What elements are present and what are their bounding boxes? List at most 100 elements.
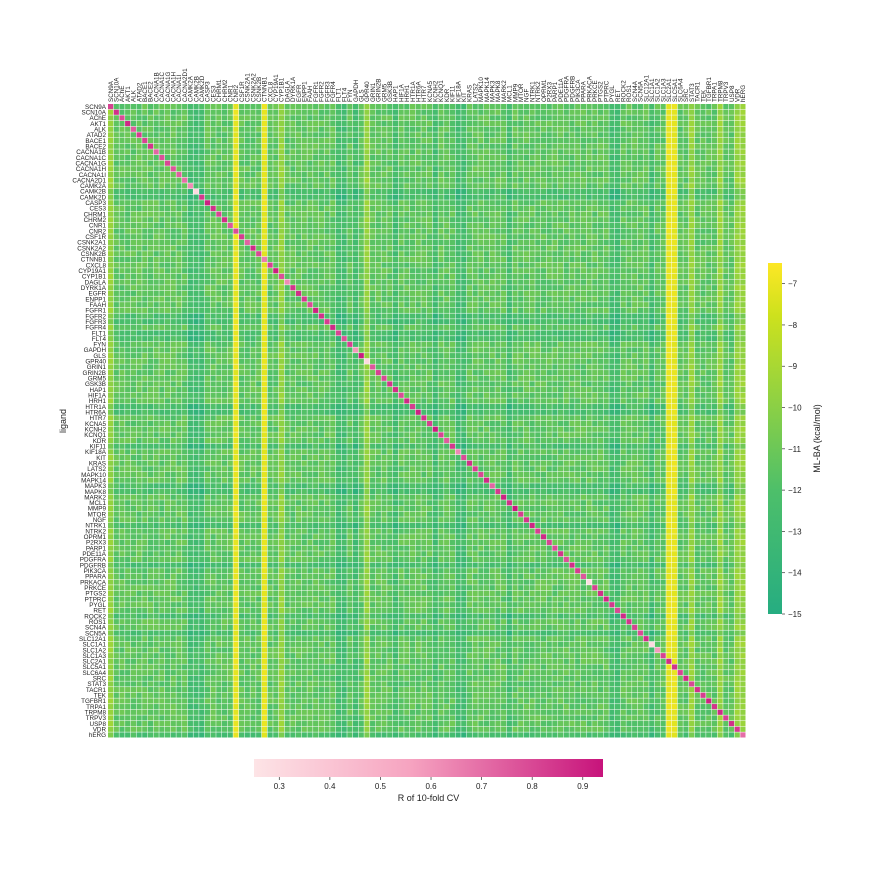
heat-cell: [558, 143, 564, 149]
heat-cell: [204, 268, 211, 274]
heat-cell: [558, 347, 564, 353]
heat-cell: [740, 132, 746, 138]
heat-cell: [529, 160, 535, 166]
heat-cell: [523, 120, 530, 127]
heat-cell: [108, 262, 114, 268]
heat-cell: [546, 228, 552, 234]
heat-cell: [290, 319, 296, 325]
heat-cell: [728, 341, 735, 347]
heat-cell: [558, 279, 564, 285]
heat-cell: [723, 154, 729, 161]
heat-cell: [404, 149, 410, 155]
heat-cell: [193, 251, 199, 257]
heat-cell: [689, 160, 695, 166]
heat-cell: [586, 211, 592, 217]
heat-cell: [125, 126, 131, 132]
heat-cell: [620, 251, 626, 257]
heat-cell: [472, 341, 478, 347]
heat-cell: [273, 222, 279, 229]
heat-cell: [455, 160, 461, 166]
heat-cell: [199, 341, 205, 347]
heat-cell: [358, 313, 364, 319]
heat-cell: [307, 330, 313, 336]
heat-cell: [364, 268, 370, 274]
heat-cell: [626, 330, 632, 336]
heat-cell: [193, 177, 199, 183]
heat-cell: [113, 324, 119, 330]
heat-cell: [660, 183, 666, 189]
heat-cell: [113, 137, 119, 144]
heat-cell: [199, 313, 205, 319]
heat-cell: [324, 149, 330, 155]
heat-cell: [387, 273, 393, 279]
heat-cell: [119, 336, 125, 342]
heat-cell: [728, 296, 735, 302]
heat-cell: [478, 217, 484, 223]
heat-cell: [706, 137, 712, 144]
heat-cell: [535, 268, 541, 274]
heat-cell: [558, 296, 564, 302]
heat-cell: [216, 109, 222, 115]
heat-cell: [295, 109, 302, 115]
heat-cell: [649, 245, 655, 251]
heat-cell: [643, 137, 649, 144]
heat-cell: [244, 290, 250, 296]
heat-cell: [153, 132, 159, 138]
heat-cell: [227, 239, 233, 246]
heat-cell: [592, 143, 598, 149]
heat-cell: [597, 188, 604, 195]
heat-cell: [654, 154, 661, 161]
heat-cell: [683, 268, 689, 274]
heat-cell: [187, 353, 193, 359]
heat-cell: [592, 285, 598, 291]
heat-cell: [227, 319, 233, 325]
heat-cell: [335, 166, 342, 172]
heat-cell: [324, 171, 330, 178]
heat-cell: [734, 177, 740, 183]
heat-cell: [108, 200, 114, 206]
heat-cell: [210, 109, 216, 115]
heat-cell: [449, 154, 455, 161]
heat-cell: [740, 188, 746, 195]
heat-cell: [603, 222, 609, 229]
heat-cell: [483, 228, 490, 234]
heat-cell: [501, 336, 507, 342]
heat-cell: [501, 273, 507, 279]
heat-cell: [523, 341, 530, 347]
heat-cell: [290, 262, 296, 268]
heat-cell: [529, 290, 535, 296]
heat-cell: [614, 217, 621, 223]
heat-cell: [125, 160, 131, 166]
heat-cell: [478, 120, 484, 127]
heat-cell: [108, 183, 114, 189]
heat-cell: [352, 239, 359, 246]
heat-cell: [569, 194, 575, 200]
heat-cell: [632, 313, 638, 319]
heat-cell: [318, 171, 324, 178]
heat-cell: [147, 166, 154, 172]
heat-cell: [233, 262, 239, 268]
heat-cell: [278, 166, 285, 172]
heat-cell: [341, 115, 347, 121]
heat-cell: [387, 279, 393, 285]
heat-cell: [187, 307, 193, 313]
heat-cell: [461, 279, 467, 285]
heat-cell: [256, 296, 262, 302]
heat-cell: [677, 302, 683, 308]
heat-cell: [603, 104, 609, 110]
heat-cell: [552, 200, 558, 206]
heat-cell: [438, 104, 444, 110]
heat-cell: [125, 245, 131, 251]
heat-cell: [677, 222, 683, 229]
heat-cell: [523, 234, 530, 240]
heat-cell: [273, 319, 279, 325]
heat-cell: [472, 228, 478, 234]
heat-cell: [301, 262, 307, 268]
heat-cell: [392, 285, 399, 291]
heat-cell: [501, 126, 507, 132]
heat-cell: [301, 132, 307, 138]
heat-cell: [142, 353, 148, 359]
heat-cell: [683, 245, 689, 251]
heat-cell: [501, 137, 507, 144]
heat-cell: [575, 205, 581, 212]
